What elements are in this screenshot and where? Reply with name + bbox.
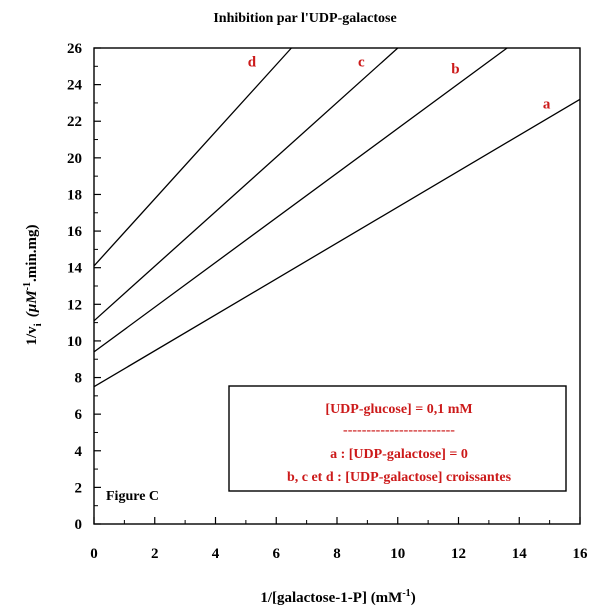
y-tick-label: 0 [75,517,83,533]
y-tick-label: 6 [75,407,83,423]
y-axis-title-sup: -1 [22,282,33,290]
x-axis-title-close: ) [411,590,416,606]
y-tick-label: 2 [75,480,83,496]
series-line-d [93,47,292,267]
figure-label: Figure C [106,489,159,504]
x-axis-ticks: 0 2 4 6 8 10 12 14 16 [90,517,588,562]
series-labels: a b c d [248,54,551,112]
x-axis-title-main: 1/[galactose-1-P] (mM [260,590,402,606]
legend-line-4: b, c et d : [UDP-galactose] croissantes [287,470,512,485]
legend-frame [228,385,567,492]
y-tick-label: 24 [67,78,83,94]
y-axis-title-sub: i [32,323,44,326]
x-axis-title: 1/[galactose-1-P] (mM-1) [260,588,415,606]
y-axis-title-unit: (µM [24,290,40,318]
series-line-b [93,47,508,353]
y-tick-label: 14 [67,261,83,277]
y-tick-label: 20 [67,151,82,167]
y-tick-label: 4 [75,444,83,460]
y-tick-label: 8 [75,371,83,387]
series-line-a [93,98,581,388]
legend-line-2: ------------------------ [343,423,455,438]
x-tick-label: 0 [90,546,98,562]
legend-box: [UDP-glucose] = 0,1 mM -----------------… [228,385,567,492]
series-label-a: a [543,96,551,112]
series-line-c [93,47,399,322]
y-tick-label: 10 [67,334,82,350]
series-lines [93,47,581,388]
chart-title: Inhibition par l'UDP-galactose [213,11,396,26]
x-tick-label: 12 [451,546,466,562]
legend-line-1: [UDP-glucose] = 0,1 mM [325,402,472,417]
x-tick-label: 6 [273,546,281,562]
series-label-d: d [248,54,257,70]
legend-line-3: a : [UDP-galactose] = 0 [330,447,468,462]
x-axis-title-sup: -1 [402,588,410,599]
series-label-b: b [451,62,459,78]
y-tick-label: 22 [67,114,82,130]
y-tick-label: 26 [67,41,83,57]
y-tick-label: 16 [67,224,83,240]
x-tick-label: 16 [573,546,589,562]
x-tick-label: 14 [512,546,528,562]
x-tick-label: 4 [212,546,220,562]
y-tick-label: 12 [67,297,82,313]
y-axis-title-main: 1/v [24,326,40,346]
x-tick-label: 8 [333,546,341,562]
series-label-c: c [358,54,365,70]
y-axis-title-rest: .min.mg) [24,224,40,282]
x-tick-label: 2 [151,546,159,562]
y-tick-label: 18 [67,187,82,203]
x-tick-label: 10 [390,546,405,562]
y-axis-title: 1/vi (µM-1.min.mg) [22,224,44,345]
